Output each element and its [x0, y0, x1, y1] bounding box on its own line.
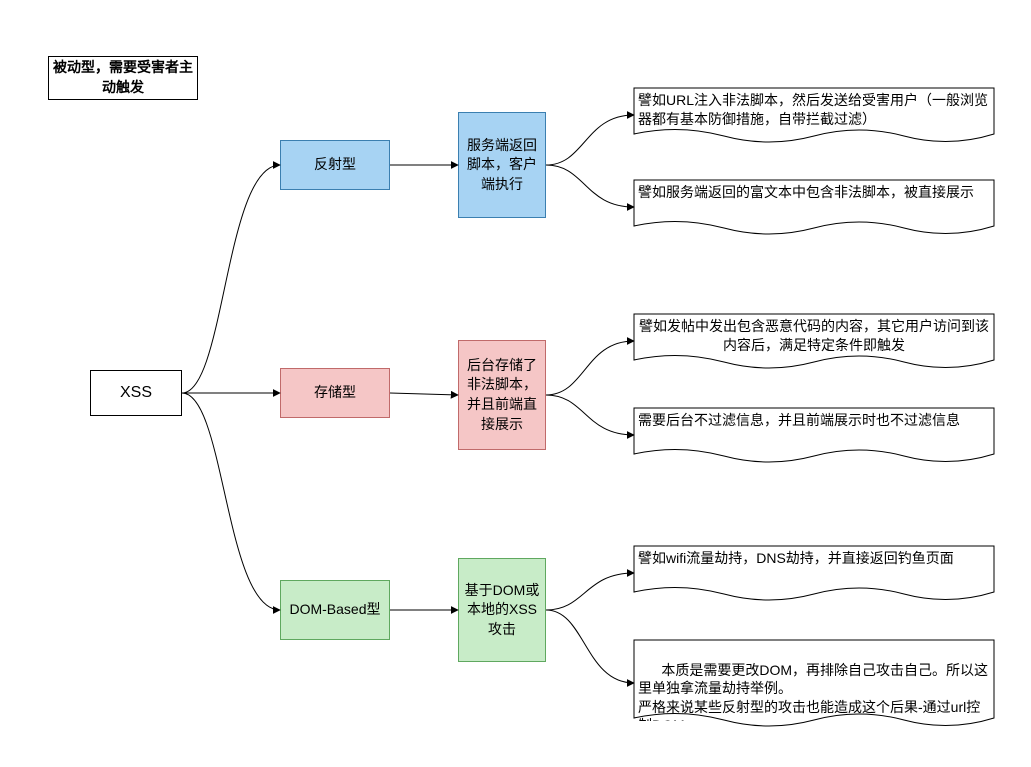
annotation-text: 被动型，需要受害者主动触发	[53, 58, 193, 97]
note-2: 譬如服务端返回的富文本中包含非法脚本，被直接展示	[634, 180, 994, 250]
note-3: 譬如发帖中发出包含恶意代码的内容，其它用户访问到该内容后，满足特定条件即触发	[634, 314, 994, 384]
reflect-label: 反射型	[314, 155, 356, 175]
note-3-text: 譬如发帖中发出包含恶意代码的内容，其它用户访问到该内容后，满足特定条件即触发	[639, 318, 989, 353]
note-5-text: 譬如wifi流量劫持，DNS劫持，并直接返回钓鱼页面	[638, 550, 954, 566]
edge-root-reflect	[182, 165, 280, 393]
note-4: 需要后台不过滤信息，并且前端展示时也不过滤信息	[634, 408, 994, 478]
store-label: 存储型	[314, 383, 356, 403]
reflect-node: 反射型	[280, 140, 390, 190]
edge-store2-note4	[546, 395, 634, 435]
edge-reflect2-note2	[546, 165, 634, 207]
dom-detail-label: 基于DOM或本地的XSS攻击	[463, 581, 541, 640]
store-detail-label: 后台存储了非法脚本，并且前端直接展示	[463, 356, 541, 434]
edge-dom2-note5	[546, 573, 634, 610]
root-node: XSS	[90, 370, 182, 416]
edge-dom2-note6	[546, 610, 634, 683]
note-6: 本质是需要更改DOM，再排除自己攻击自己。所以这里单独拿流量劫持举例。 严格来说…	[634, 640, 994, 742]
reflect-detail-node: 服务端返回脚本，客户端执行	[458, 112, 546, 218]
annotation-box: 被动型，需要受害者主动触发	[48, 56, 198, 100]
note-5: 譬如wifi流量劫持，DNS劫持，并直接返回钓鱼页面	[634, 546, 994, 616]
note-1-text: 譬如URL注入非法脚本，然后发送给受害用户（一般浏览器都有基本防御措施，自带拦截…	[638, 92, 988, 127]
store-node: 存储型	[280, 368, 390, 418]
dom-label: DOM-Based型	[289, 600, 380, 620]
store-detail-node: 后台存储了非法脚本，并且前端直接展示	[458, 340, 546, 450]
root-label: XSS	[120, 382, 152, 404]
edge-root-dom	[182, 393, 280, 610]
dom-node: DOM-Based型	[280, 580, 390, 640]
edge-store2-note3	[546, 341, 634, 395]
edge-store-store2	[390, 393, 458, 395]
note-4-text: 需要后台不过滤信息，并且前端展示时也不过滤信息	[638, 412, 960, 428]
reflect-detail-label: 服务端返回脚本，客户端执行	[463, 136, 541, 195]
note-1: 譬如URL注入非法脚本，然后发送给受害用户（一般浏览器都有基本防御措施，自带拦截…	[634, 88, 994, 158]
dom-detail-node: 基于DOM或本地的XSS攻击	[458, 558, 546, 662]
edge-reflect2-note1	[546, 115, 634, 165]
note-6-text: 本质是需要更改DOM，再排除自己攻击自己。所以这里单独拿流量劫持举例。 严格来说…	[638, 662, 988, 721]
note-2-text: 譬如服务端返回的富文本中包含非法脚本，被直接展示	[638, 184, 974, 200]
